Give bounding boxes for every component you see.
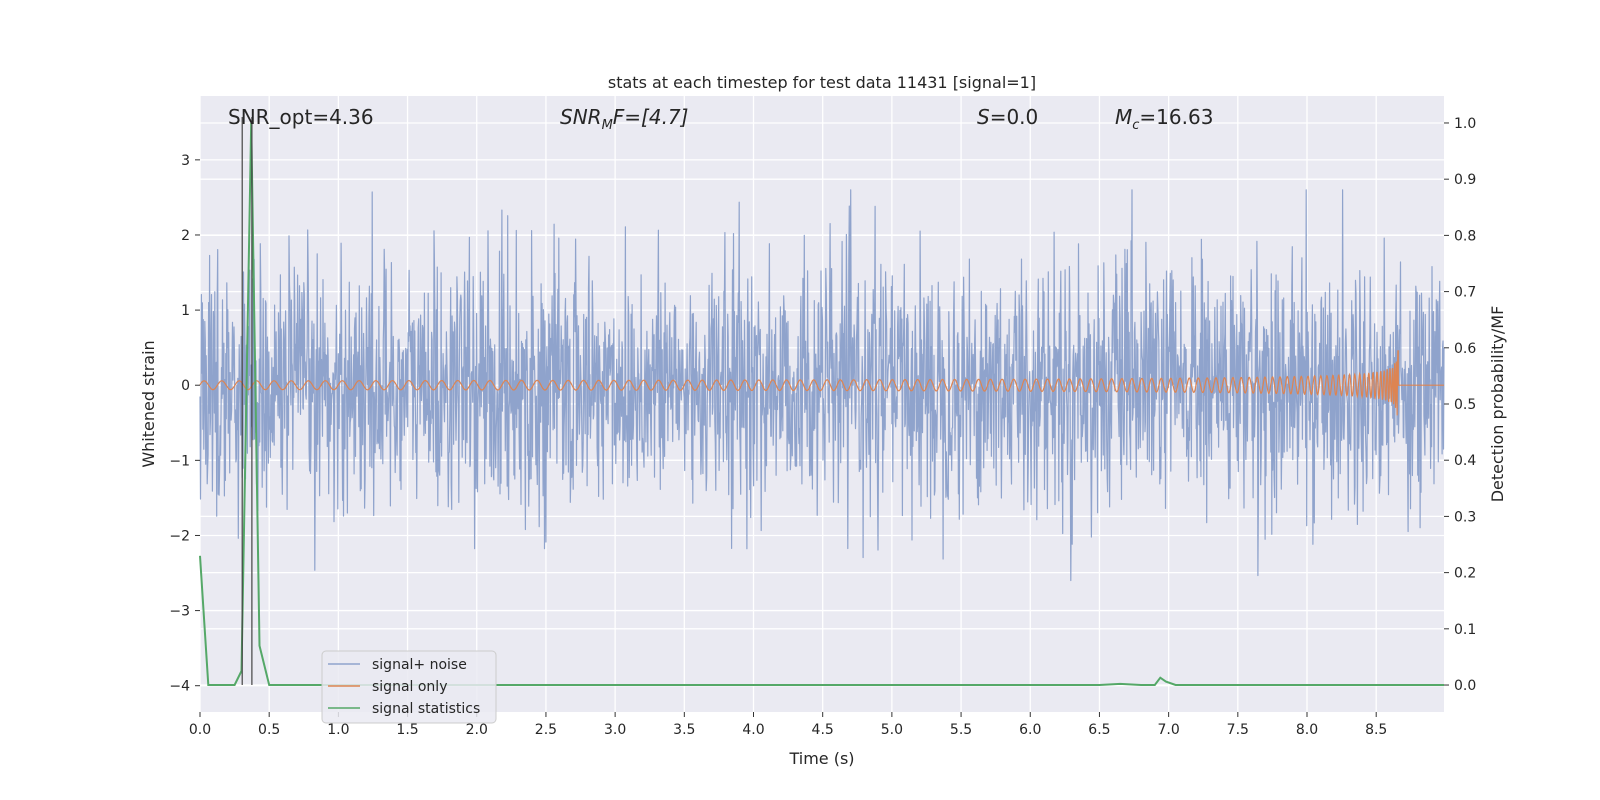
x-tick-label: 2.0 bbox=[466, 722, 488, 738]
annotation-mc-rest: =16.63 bbox=[1139, 105, 1213, 129]
y2-tick-label: 1.0 bbox=[1454, 116, 1476, 132]
annotation-snr-mf-main: SNR bbox=[560, 105, 602, 129]
x-tick-label: 4.5 bbox=[812, 722, 834, 738]
y2-axis-ticks: 0.0 0.1 0.2 0.3 0.4 0.5 0.6 0.7 0.8 0.9 1.0 bbox=[1444, 116, 1476, 694]
x-tick-label: 4.0 bbox=[742, 722, 764, 738]
legend: signal+ noise signal only signal statist… bbox=[321, 650, 497, 724]
x-tick-label: 5.0 bbox=[881, 722, 903, 738]
x-tick-label: 8.0 bbox=[1296, 722, 1318, 738]
x-tick-label: 3.5 bbox=[673, 722, 695, 738]
y-tick-label: −2 bbox=[169, 528, 190, 544]
y2-tick-label: 0.7 bbox=[1454, 285, 1476, 301]
x-tick-label: 7.5 bbox=[1227, 722, 1249, 738]
y-axis-ticks: −4 −3 −2 −1 0 1 2 3 bbox=[169, 153, 200, 695]
y2-tick-label: 0.2 bbox=[1454, 566, 1476, 582]
y2-tick-label: 0.8 bbox=[1454, 228, 1476, 244]
x-tick-label: 7.0 bbox=[1157, 722, 1179, 738]
x-tick-label: 0.5 bbox=[258, 722, 280, 738]
y-tick-label: 2 bbox=[181, 228, 190, 244]
series-signal-plus-noise bbox=[199, 189, 1445, 582]
y-tick-label: −3 bbox=[169, 604, 190, 620]
y-tick-label: −4 bbox=[169, 679, 190, 695]
x-tick-label: 1.0 bbox=[327, 722, 349, 738]
annotation-s: S=0.0 bbox=[977, 105, 1038, 129]
x-axis-ticks: 0.0 0.5 1.0 1.5 2.0 2.5 3.0 3.5 4.0 4.5 5.0 5.5 6.0 6… bbox=[189, 712, 1387, 738]
annotation-s-rest: =0.0 bbox=[990, 105, 1039, 129]
y2-tick-label: 0.6 bbox=[1454, 341, 1476, 357]
x-tick-label: 1.5 bbox=[396, 722, 418, 738]
annotation-snr-mf-rest: F=[4.7] bbox=[613, 105, 689, 129]
series-layer bbox=[199, 116, 1445, 686]
annotation-mc-subscript: c bbox=[1132, 118, 1139, 133]
x-tick-label: 8.5 bbox=[1365, 722, 1387, 738]
y2-tick-label: 0.9 bbox=[1454, 172, 1476, 188]
series-signal-statistics bbox=[199, 122, 1444, 686]
annotation-mc: Mc=16.63 bbox=[1115, 105, 1213, 133]
annotation-mc-main: M bbox=[1115, 105, 1132, 129]
legend-box bbox=[321, 650, 497, 724]
y2-tick-label: 0.4 bbox=[1454, 453, 1476, 469]
y2-axis-label: Detection probability/MF bbox=[1488, 306, 1507, 503]
x-tick-label: 6.5 bbox=[1088, 722, 1110, 738]
y2-tick-label: 0.3 bbox=[1454, 509, 1476, 525]
annotation-snr-mf-subscript: M bbox=[602, 118, 613, 133]
x-tick-label: 6.0 bbox=[1019, 722, 1041, 738]
legend-label-signal-only: signal only bbox=[372, 679, 447, 695]
y-tick-label: 1 bbox=[181, 303, 190, 319]
series-signal-only bbox=[199, 350, 1444, 416]
x-tick-label: 5.5 bbox=[950, 722, 972, 738]
y-tick-label: −1 bbox=[169, 453, 190, 469]
chart-title: stats at each timestep for test data 114… bbox=[608, 73, 1036, 92]
y2-tick-label: 0.1 bbox=[1454, 622, 1476, 638]
x-tick-label: 2.5 bbox=[535, 722, 557, 738]
x-tick-label: 0.0 bbox=[189, 722, 211, 738]
y-axis-label: Whitened strain bbox=[139, 340, 158, 467]
y2-tick-label: 0.0 bbox=[1454, 678, 1476, 694]
legend-label-signal-plus-noise: signal+ noise bbox=[372, 657, 467, 673]
annotation-snr-mf: SNRMF=[4.7] bbox=[560, 105, 688, 133]
x-tick-label: 3.0 bbox=[604, 722, 626, 738]
annotation-snr-opt: SNR_opt=4.36 bbox=[228, 105, 374, 129]
legend-label-signal-statistics: signal statistics bbox=[372, 701, 480, 717]
y2-tick-label: 0.5 bbox=[1454, 397, 1476, 413]
y-tick-label: 3 bbox=[181, 153, 190, 169]
y-tick-label: 0 bbox=[181, 378, 190, 394]
annotation-s-main: S bbox=[977, 105, 990, 129]
x-axis-label: Time (s) bbox=[788, 749, 854, 768]
